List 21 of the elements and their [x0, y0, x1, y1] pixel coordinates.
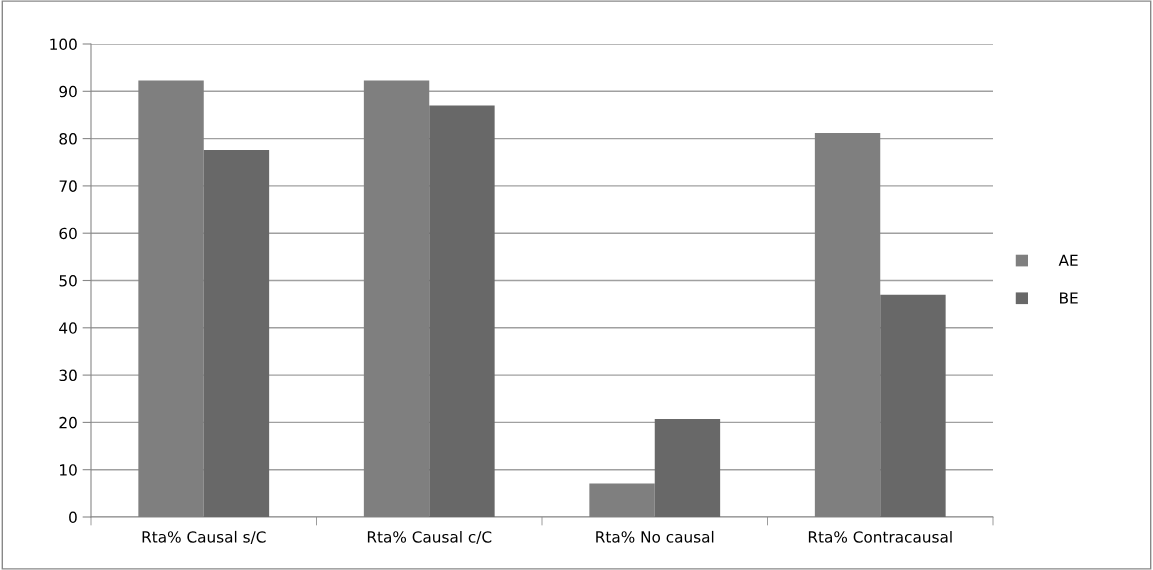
y-tick-label: 100: [50, 38, 77, 51]
y-tick-label: 40: [59, 322, 77, 334]
y-tick-label: 10: [60, 464, 77, 476]
y-tick-label: 30: [59, 369, 77, 382]
legend-label: AE: [1058, 254, 1078, 266]
bar: [654, 419, 721, 517]
legend-label: BE: [1060, 292, 1078, 304]
bar: [429, 105, 495, 517]
y-tick-label: 80: [59, 133, 77, 145]
bar: [880, 294, 946, 517]
y-tick-label: 20: [59, 416, 77, 429]
y-tick-label: 60: [59, 227, 77, 240]
x-tick-label: Rta% Contracausal: [808, 530, 952, 543]
bar: [203, 149, 270, 517]
x-tick-label: Rta% Causal c/C: [367, 530, 492, 544]
y-tick-label: 70: [59, 180, 77, 192]
x-tick-label: Rta% No causal: [596, 530, 714, 543]
y-tick-label: 90: [59, 85, 77, 98]
y-tick-label: 50: [59, 274, 77, 287]
x-tick-label: Rta% Causal s/C: [142, 530, 266, 544]
y-tick-label: 0: [69, 511, 77, 524]
